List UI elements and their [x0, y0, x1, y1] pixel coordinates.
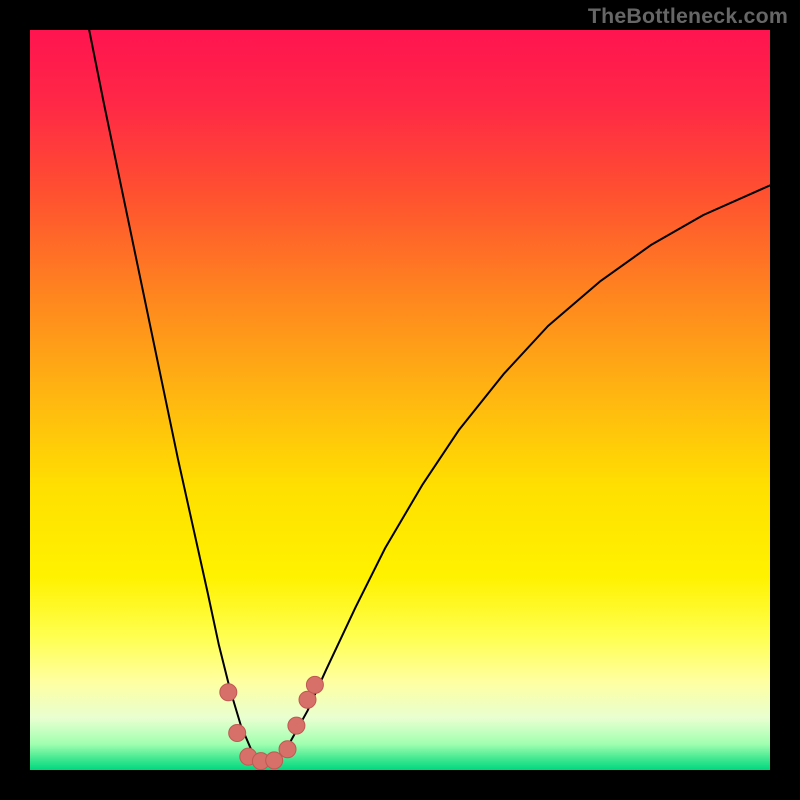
gradient-background: [30, 30, 770, 770]
marker-point: [229, 725, 246, 742]
bottleneck-chart-svg: [30, 30, 770, 770]
marker-point: [220, 684, 237, 701]
marker-point: [288, 717, 305, 734]
marker-point: [279, 741, 296, 758]
chart-container: TheBottleneck.com: [0, 0, 800, 800]
plot-area: [30, 30, 770, 770]
watermark-text: TheBottleneck.com: [588, 4, 788, 29]
marker-point: [306, 676, 323, 693]
